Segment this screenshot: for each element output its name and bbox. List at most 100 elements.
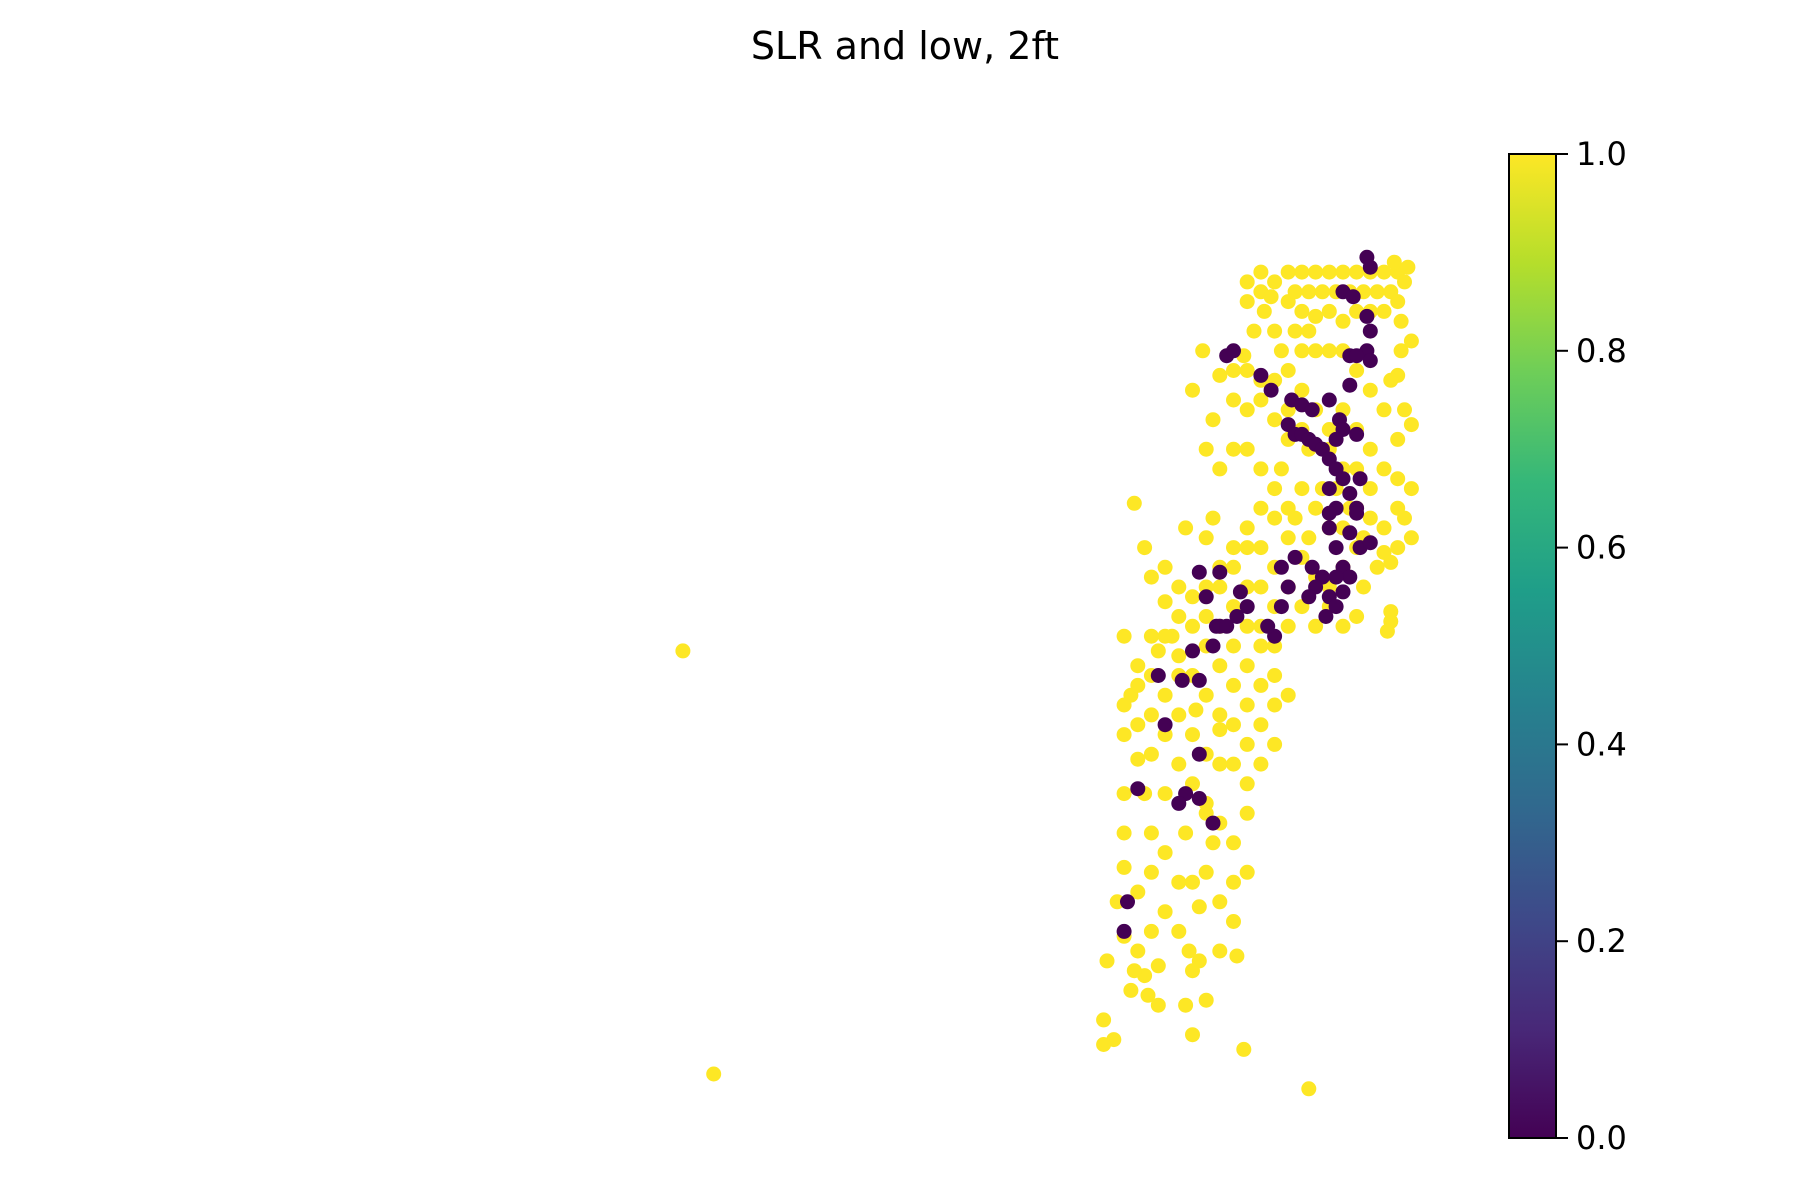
scatter-point: [1198, 530, 1214, 546]
colorbar-tick-label: 0.8: [1576, 332, 1627, 370]
scatter-point: [1212, 756, 1228, 772]
scatter-point: [1212, 564, 1228, 580]
scatter-point: [1287, 284, 1303, 300]
scatter-point: [1191, 899, 1207, 915]
scatter-point: [675, 643, 691, 659]
scatter-point: [1185, 963, 1200, 979]
scatter-point: [1116, 825, 1132, 841]
scatter-point: [1280, 363, 1296, 378]
scatter-point: [1226, 756, 1241, 772]
scatter-point: [1188, 702, 1204, 718]
scatter-point: [1198, 992, 1214, 1008]
scatter-point: [1130, 717, 1146, 733]
scatter-point: [1185, 727, 1200, 743]
scatter-point: [1390, 471, 1406, 487]
scatter-point: [1376, 264, 1392, 280]
scatter-point: [1253, 500, 1269, 516]
scatter-point: [1267, 668, 1283, 683]
scatter-point: [1304, 559, 1320, 575]
colorbar-tick-label: 1.0: [1576, 135, 1627, 173]
scatter-point: [1181, 943, 1197, 959]
scatter-point: [1294, 303, 1310, 319]
scatter-point: [1253, 677, 1269, 693]
scatter-point: [1185, 874, 1200, 890]
scatter-point: [1116, 786, 1132, 802]
scatter-point: [1362, 510, 1378, 526]
scatter-point: [1096, 1012, 1112, 1028]
scatter-point: [1267, 274, 1283, 290]
scatter-point: [1349, 426, 1365, 442]
colorbar-ticks: 0.0 0.2 0.4 0.6 0.8 1.0: [1556, 135, 1627, 1157]
scatter-point: [1140, 987, 1156, 1003]
scatter-point: [1212, 367, 1228, 383]
scatter-point: [1130, 677, 1146, 693]
scatter-point: [1383, 372, 1399, 388]
scatter-point: [1280, 687, 1296, 703]
scatter-point: [1287, 323, 1303, 339]
scatter-point: [1267, 412, 1283, 428]
scatter-point: [1239, 294, 1255, 310]
scatter-point: [1308, 618, 1324, 634]
scatter-point: [1342, 377, 1358, 393]
scatter-point: [1379, 623, 1395, 639]
scatter-point: [1116, 697, 1132, 713]
scatter-point: [1226, 914, 1241, 929]
scatter-point: [1130, 658, 1146, 674]
scatter-point: [1116, 859, 1132, 875]
scatter-point: [1198, 609, 1214, 624]
scatter-point: [1226, 677, 1241, 693]
scatter-point: [1362, 441, 1378, 457]
scatter-point: [1157, 786, 1173, 802]
scatter-point: [1349, 363, 1365, 378]
scatter-plot-area: [675, 249, 1419, 1097]
scatter-point: [1229, 609, 1245, 624]
scatter-point: [1273, 343, 1289, 359]
scatter-point: [1397, 402, 1412, 418]
scatter-point: [1212, 461, 1228, 477]
scatter-point: [1198, 864, 1214, 880]
scatter-point: [1109, 894, 1125, 910]
scatter-point: [1369, 284, 1385, 300]
scatter-point: [1253, 367, 1269, 383]
scatter-point: [1130, 943, 1146, 959]
scatter-point: [1342, 486, 1358, 501]
scatter-point: [1157, 687, 1173, 703]
scatter-point: [1226, 638, 1241, 654]
scatter-point: [1157, 845, 1173, 861]
scatter-point: [1212, 943, 1228, 959]
scatter-point: [1301, 1081, 1317, 1097]
scatter-point: [1342, 525, 1358, 541]
chart-title: SLR and low, 2ft: [751, 24, 1059, 68]
scatter-point: [1157, 559, 1173, 575]
colorbar-tick-label: 0.0: [1576, 1119, 1627, 1157]
scatter-point: [1362, 259, 1378, 275]
scatter-point: [1376, 545, 1392, 560]
scatter-point: [1123, 982, 1139, 998]
colorbar-tick-label: 0.4: [1576, 725, 1627, 763]
scatter-point: [1294, 264, 1310, 280]
scatter-point: [1314, 284, 1330, 300]
scatter-point: [1403, 530, 1419, 546]
colorbar-tick-label: 0.2: [1576, 922, 1627, 960]
scatter-point: [1321, 505, 1337, 521]
scatter-point: [1229, 948, 1245, 964]
scatter-point: [1376, 461, 1392, 477]
scatter-point: [1171, 874, 1187, 890]
scatter-point: [1239, 658, 1255, 674]
scatter-point: [1390, 500, 1406, 516]
scatter-point: [1301, 284, 1317, 300]
scatter-point: [1390, 431, 1406, 447]
scatter-point: [1267, 736, 1283, 752]
scatter-point: [1376, 520, 1392, 536]
scatter-point: [1226, 392, 1241, 408]
scatter-point: [1321, 392, 1337, 408]
colorbar-border: [1508, 153, 1557, 1139]
scatter-point: [1321, 343, 1337, 359]
colorbar: 0.0 0.2 0.4 0.6 0.8 1.0: [1508, 135, 1627, 1157]
scatter-point: [1239, 805, 1255, 821]
scatter-point: [1335, 264, 1351, 280]
scatter-point: [1178, 997, 1194, 1013]
scatter-point: [1185, 589, 1200, 605]
scatter-point: [1143, 864, 1159, 880]
scatter-point: [1226, 717, 1241, 733]
